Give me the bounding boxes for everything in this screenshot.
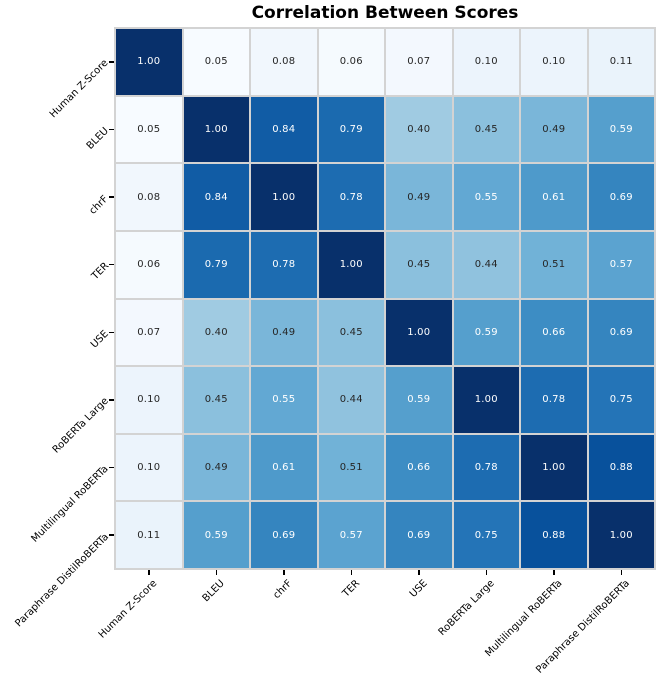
heatmap-cell-r5-c4: 0.59	[386, 367, 452, 433]
heatmap-cell-r5-c5: 1.00	[453, 367, 519, 433]
heatmap-cell-r3-c2: 0.78	[251, 231, 317, 298]
heatmap-cell-r4-c1: 0.40	[183, 299, 249, 366]
x-tick-label: BLEU	[200, 578, 228, 605]
heatmap-cell-r2-c6: 0.61	[521, 164, 587, 230]
heatmap-cell-r4-c2: 0.49	[251, 299, 317, 366]
heatmap-cell-r4-c6: 0.66	[521, 299, 587, 366]
heatmap-cell-r5-c7: 0.75	[588, 367, 654, 433]
heatmap-cell-r7-c3: 0.57	[318, 502, 384, 568]
heatmap-cell-r7-c1: 0.59	[183, 502, 249, 568]
x-tick	[215, 570, 217, 575]
heatmap-cell-r6-c2: 0.61	[251, 434, 317, 501]
heatmap-cell-r2-c7: 0.69	[588, 164, 654, 230]
heatmap-cell-r1-c7: 0.59	[588, 96, 654, 163]
y-tick	[109, 331, 114, 334]
heatmap-cell-r0-c7: 0.11	[588, 29, 654, 95]
heatmap-cell-r1-c3: 0.79	[318, 96, 384, 163]
heatmap-cell-r6-c5: 0.78	[453, 434, 519, 501]
heatmap-cell-r0-c0: 1.00	[116, 29, 182, 95]
heatmap-cell-r7-c2: 0.69	[251, 502, 317, 568]
heatmap-cell-r1-c6: 0.49	[521, 96, 587, 163]
x-tick-label: RoBERTa Large	[436, 578, 498, 639]
heatmap-cell-r6-c6: 1.00	[521, 434, 587, 501]
y-tick-label: Multilingual RoBERTa	[29, 463, 111, 545]
heatmap-cell-r3-c6: 0.51	[521, 231, 587, 298]
heatmap-cell-r0-c2: 0.08	[251, 29, 317, 95]
heatmap-cell-r2-c3: 0.78	[318, 164, 384, 230]
heatmap-cell-r3-c3: 1.00	[318, 231, 384, 298]
heatmap-cell-r0-c5: 0.10	[453, 29, 519, 95]
heatmap-cell-r3-c0: 0.06	[116, 231, 182, 298]
heatmap-cell-r7-c0: 0.11	[116, 502, 182, 568]
heatmap-cell-r5-c1: 0.45	[183, 367, 249, 433]
x-tick-label: chrF	[271, 578, 295, 602]
y-tick-label: RoBERTa Large	[50, 396, 111, 457]
heatmap-cell-r6-c4: 0.66	[386, 434, 452, 501]
heatmap-cell-r2-c1: 0.84	[183, 164, 249, 230]
x-tick-label: USE	[407, 578, 430, 600]
heatmap-cell-r1-c4: 0.40	[386, 96, 452, 163]
y-tick-label: Human Z-Score	[48, 57, 111, 121]
x-tick-label: TER	[340, 578, 363, 600]
heatmap-cell-r1-c1: 1.00	[183, 96, 249, 163]
heatmap-cell-r6-c0: 0.10	[116, 434, 182, 501]
y-tick-label: chrF	[87, 193, 111, 217]
y-tick	[109, 534, 114, 536]
y-tick-label: USE	[88, 328, 111, 351]
heatmap-cell-r7-c4: 0.69	[386, 502, 452, 568]
heatmap-cell-r5-c0: 0.10	[116, 367, 182, 433]
heatmap-cell-r7-c5: 0.75	[453, 502, 519, 568]
heatmap-cell-r0-c1: 0.05	[183, 29, 249, 95]
heatmap-cell-r4-c0: 0.07	[116, 299, 182, 366]
heatmap-cell-r0-c6: 0.10	[521, 29, 587, 95]
heatmap-cell-r0-c4: 0.07	[386, 29, 452, 95]
heatmap-cell-r4-c7: 0.69	[588, 299, 654, 366]
heatmap-cell-r0-c3: 0.06	[318, 29, 384, 95]
heatmap-cell-r2-c0: 0.08	[116, 164, 182, 230]
heatmap-cell-r7-c7: 1.00	[588, 502, 654, 568]
x-tick	[620, 570, 622, 575]
heatmap-cell-r6-c3: 0.51	[318, 434, 384, 501]
heatmap-cell-r5-c6: 0.78	[521, 367, 587, 433]
y-tick	[109, 466, 114, 469]
heatmap-cell-r5-c2: 0.55	[251, 367, 317, 433]
x-tick	[350, 570, 352, 575]
heatmap-cell-r6-c7: 0.88	[588, 434, 654, 501]
heatmap-cell-r1-c5: 0.45	[453, 96, 519, 163]
heatmap-cell-r4-c3: 0.45	[318, 299, 384, 366]
x-tick-label: Human Z-Score	[96, 578, 160, 641]
heatmap-cell-r4-c5: 0.59	[453, 299, 519, 366]
x-tick	[553, 570, 555, 575]
y-tick	[109, 61, 114, 63]
heatmap-cell-r2-c4: 0.49	[386, 164, 452, 230]
y-tick-label: TER	[89, 260, 111, 283]
x-tick	[283, 570, 285, 575]
x-tick	[418, 570, 420, 575]
heatmap-cell-r1-c2: 0.84	[251, 96, 317, 163]
y-tick-label: BLEU	[84, 125, 111, 152]
y-tick-label: Paraphrase DistilRoBERTa	[13, 531, 111, 630]
heatmap-cell-r3-c7: 0.57	[588, 231, 654, 298]
y-tick	[109, 128, 114, 131]
y-tick	[109, 399, 114, 401]
x-tick	[485, 570, 487, 575]
heatmap-cell-r3-c4: 0.45	[386, 231, 452, 298]
heatmap-cell-r3-c5: 0.44	[453, 231, 519, 298]
y-tick	[109, 263, 114, 266]
heatmap-cell-r1-c0: 0.05	[116, 96, 182, 163]
heatmap-cell-r7-c6: 0.88	[521, 502, 587, 568]
heatmap-cell-r3-c1: 0.79	[183, 231, 249, 298]
heatmap-cell-r4-c4: 1.00	[386, 299, 452, 366]
heatmap-cell-r5-c3: 0.44	[318, 367, 384, 433]
chart-title: Correlation Between Scores	[251, 3, 519, 23]
heatmap-grid: 1.00 0.05 0.08 0.06 0.07 0.10 0.10 0.11 0.05 1.00…	[114, 27, 656, 570]
y-tick	[109, 196, 114, 198]
heatmap-cell-r2-c5: 0.55	[453, 164, 519, 230]
x-tick-label: Multilingual RoBERTa	[483, 578, 565, 660]
x-tick	[148, 570, 150, 575]
heatmap-cell-r2-c2: 1.00	[251, 164, 317, 230]
heatmap-cell-r6-c1: 0.49	[183, 434, 249, 501]
